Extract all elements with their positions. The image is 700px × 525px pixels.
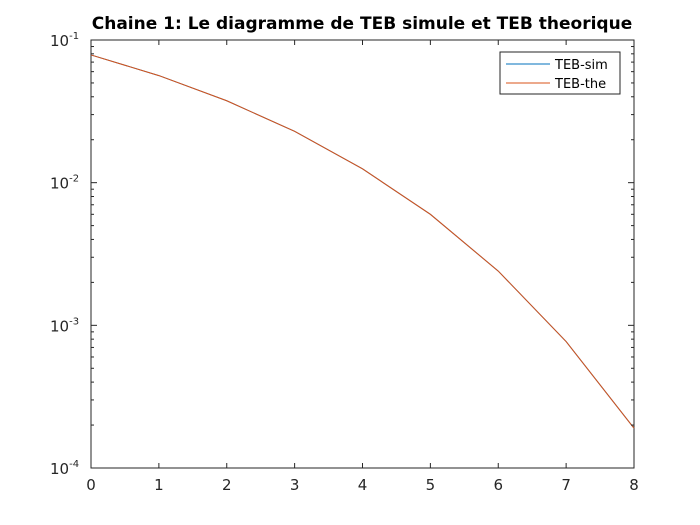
x-tick-label: 7 xyxy=(561,476,571,494)
x-tick-label: 8 xyxy=(629,476,639,494)
series-layer xyxy=(90,54,635,429)
x-tick-label: 3 xyxy=(290,476,300,494)
x-tick-label: 1 xyxy=(154,476,164,494)
y-tick-label: 10-3 xyxy=(50,316,79,335)
x-tick-label: 6 xyxy=(493,476,503,494)
y-tick-label: 10-2 xyxy=(50,174,79,193)
chart-title: Chaine 1: Le diagramme de TEB simule et … xyxy=(92,14,632,34)
legend-box xyxy=(499,51,621,95)
legend-label: TEB-sim xyxy=(554,58,608,73)
y-tick-label: 10-1 xyxy=(50,31,79,50)
plot-box xyxy=(90,39,635,469)
x-tick-label: 0 xyxy=(86,476,96,494)
y-tick-label: 10-4 xyxy=(50,459,79,478)
x-tick-label: 5 xyxy=(426,476,436,494)
y-axis: 10-1 10-2 10-3 10-4 xyxy=(50,31,634,478)
legend-label: TEB-the xyxy=(554,77,606,92)
series-line-teb-the xyxy=(90,54,635,429)
legend: TEB-sim TEB-the xyxy=(499,51,621,95)
x-tick-label: 2 xyxy=(222,476,232,494)
x-tick-label: 4 xyxy=(358,476,368,494)
plot-frame xyxy=(90,39,635,469)
x-axis: 0 1 2 3 4 5 6 7 8 xyxy=(86,40,639,494)
series-line-teb-sim xyxy=(90,54,635,429)
